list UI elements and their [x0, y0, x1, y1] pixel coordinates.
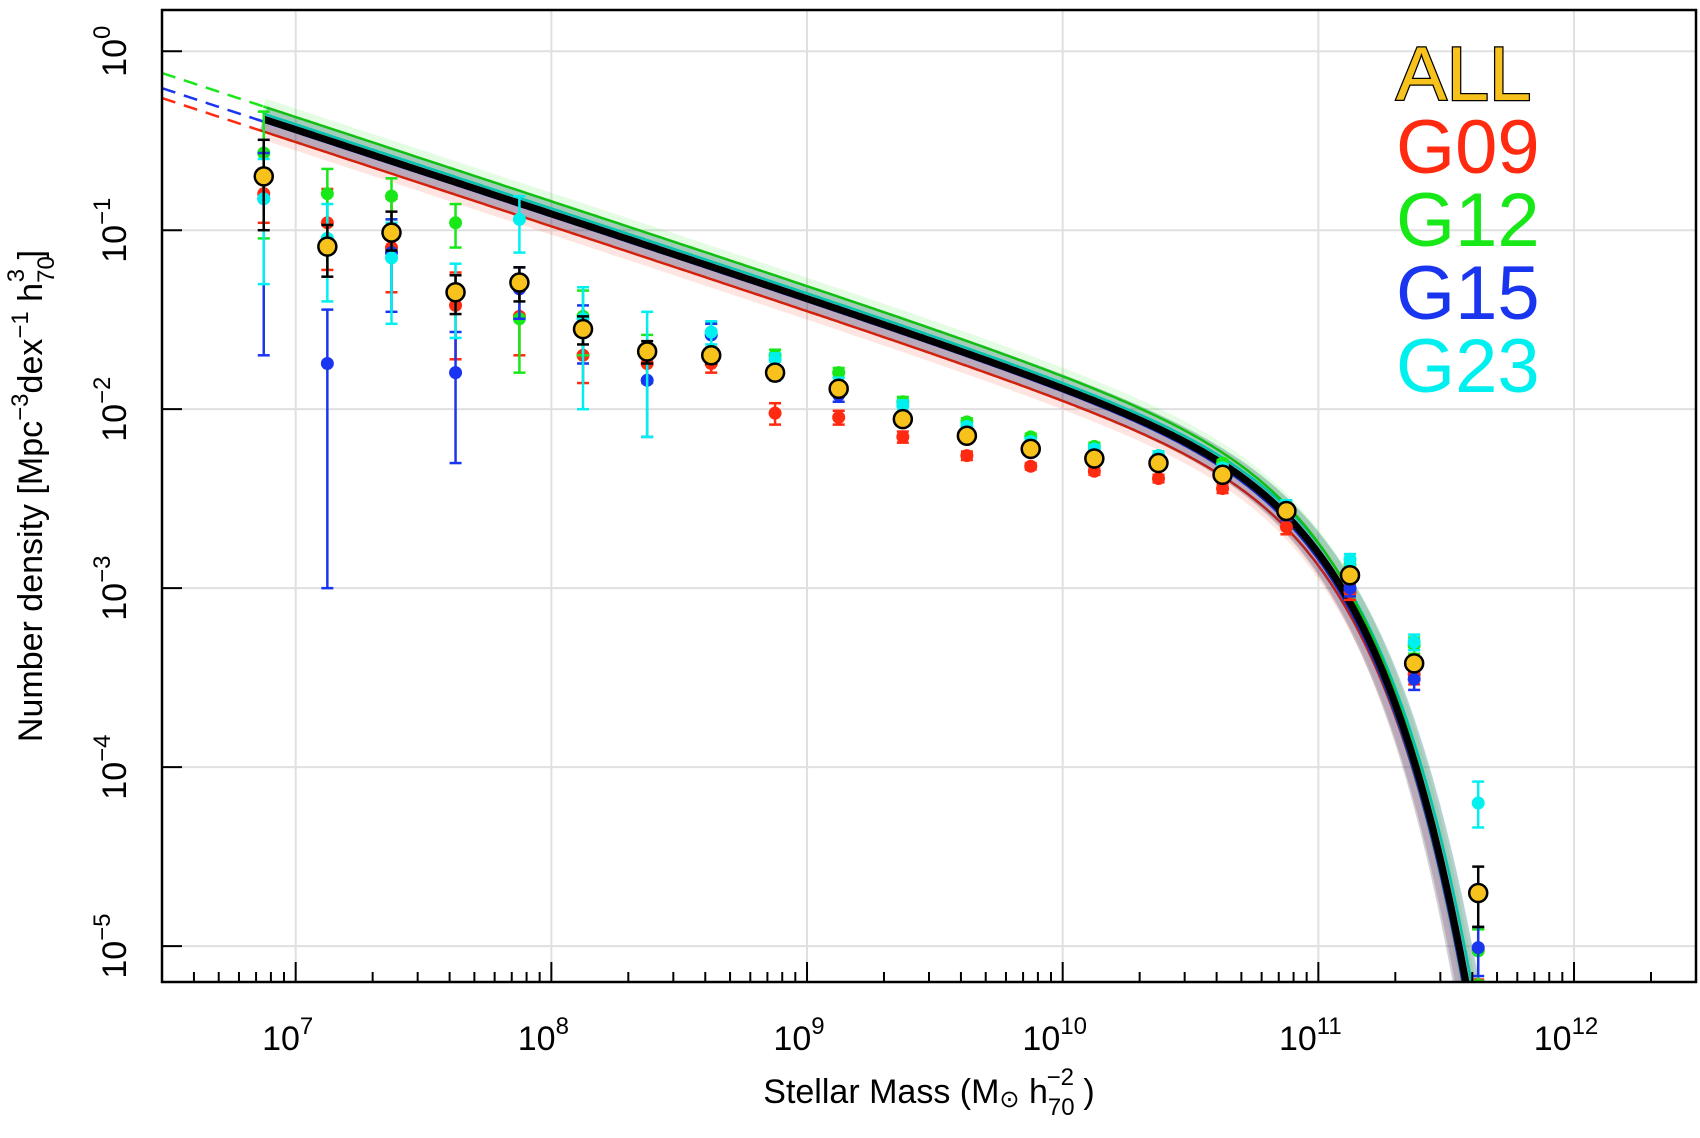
data-point-g12	[384, 189, 398, 203]
data-point-g23	[512, 212, 526, 226]
data-point-g09	[1216, 482, 1230, 496]
legend-entry-g23: G23	[1396, 324, 1540, 409]
data-point-g12	[832, 366, 846, 380]
x-axis-title: Stellar Mass (M⊙ h70−2 )	[763, 1064, 1094, 1121]
data-point-g23	[1471, 796, 1485, 810]
data-point-g15	[449, 366, 463, 380]
x-tick-label: 1011	[1279, 1013, 1342, 1058]
data-points	[253, 110, 1489, 982]
data-point-all	[892, 408, 914, 430]
data-point-all	[1403, 653, 1425, 674]
data-point-g23	[384, 251, 398, 265]
y-axis-ticks: 100 10−1 10−2 10−3 10−4 10−5	[89, 26, 182, 979]
fit-extrapolation-g15	[162, 87, 264, 123]
x-tick-label: 108	[518, 1013, 569, 1058]
data-point-g09	[960, 449, 974, 463]
fit-extrapolation-g12	[162, 71, 264, 108]
legend-entry-g12: G12	[1396, 178, 1540, 263]
data-point-all	[1020, 438, 1041, 460]
data-point-all	[509, 272, 530, 293]
legend-entry-g15: G15	[1396, 251, 1540, 336]
data-point-g09	[896, 430, 910, 444]
x-tick-label: 1010	[1022, 1013, 1087, 1058]
grid	[162, 10, 1696, 982]
data-point-all	[445, 282, 466, 303]
fit-curves	[162, 71, 1480, 982]
data-point-g09	[832, 410, 846, 424]
data-point-g23	[1343, 552, 1357, 566]
data-point-g23	[768, 352, 782, 366]
y-tick-label: 10−1	[89, 198, 134, 263]
data-point-g12	[449, 216, 463, 230]
data-point-g15	[320, 356, 334, 370]
x-tick-label: 109	[773, 1013, 824, 1058]
data-point-all	[1276, 500, 1297, 522]
legend-entry-g09: G09	[1396, 105, 1540, 190]
x-tick-label: 1012	[1534, 1013, 1599, 1058]
data-point-g09	[1279, 520, 1293, 534]
data-point-g09	[1151, 471, 1165, 485]
legend-entry-all: ALL	[1396, 32, 1531, 117]
y-tick-label: 10−5	[89, 913, 134, 978]
series-all	[253, 138, 1489, 929]
data-point-all	[1467, 882, 1489, 904]
data-point-all	[253, 166, 274, 187]
data-point-g15	[1407, 672, 1421, 686]
fit-extrapolation-g09	[162, 96, 264, 133]
data-point-all	[764, 362, 786, 383]
data-point-all	[956, 425, 978, 447]
data-point-g15	[1471, 941, 1485, 955]
data-point-all	[317, 236, 338, 257]
data-point-all	[636, 341, 658, 362]
y-axis-title: Number density [Mpc−3dex−1 h703 ]	[3, 250, 60, 742]
data-point-all	[1212, 464, 1233, 486]
data-point-g23	[1407, 635, 1421, 649]
data-point-all	[381, 222, 402, 243]
y-tick-label: 10−3	[89, 556, 134, 621]
data-point-all	[1148, 452, 1169, 474]
data-point-g09	[1024, 459, 1038, 473]
fit-curve-g12	[262, 105, 1469, 982]
data-point-g12	[320, 187, 334, 201]
data-point-all	[1339, 565, 1361, 586]
data-point-all	[828, 378, 849, 400]
y-tick-label: 10−2	[89, 377, 134, 442]
fit-curve-g23	[262, 112, 1473, 982]
y-tick-label: 100	[89, 26, 134, 77]
fit-curve-g09	[262, 130, 1465, 982]
data-point-all	[1084, 448, 1105, 469]
x-axis-ticks: 107 108 109 1010 1011 1012	[161, 962, 1697, 1058]
x-tick-label: 107	[262, 1013, 313, 1058]
fit-curve-all	[262, 115, 1470, 982]
y-tick-label: 10−4	[89, 735, 134, 800]
data-point-all	[572, 318, 594, 340]
data-point-g23	[896, 398, 910, 412]
data-point-all	[700, 345, 722, 366]
data-point-g09	[768, 406, 782, 420]
data-point-g23	[704, 325, 718, 339]
